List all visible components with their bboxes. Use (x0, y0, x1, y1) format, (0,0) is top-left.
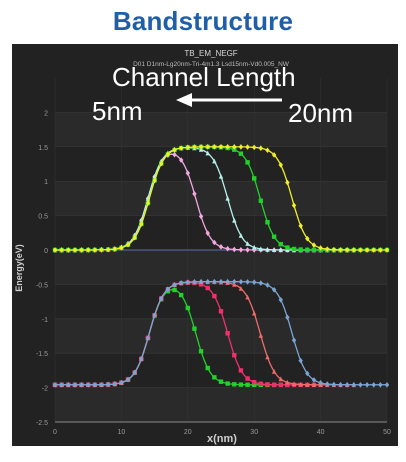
data-point (199, 349, 203, 353)
data-point (312, 377, 316, 383)
data-point (232, 382, 236, 386)
y-tick-label: 1.5 (38, 145, 48, 152)
data-point (385, 382, 389, 388)
data-point (239, 382, 243, 386)
data-point (252, 311, 256, 316)
y-tick-label: -1 (42, 317, 48, 324)
data-point (272, 234, 276, 238)
data-point (265, 354, 269, 359)
data-point (186, 306, 190, 310)
data-point (285, 245, 289, 249)
data-point (298, 223, 302, 229)
page-title: Bandstructure (0, 6, 406, 37)
x-tick-label: 0 (53, 429, 57, 436)
data-point (312, 248, 316, 252)
x-tick-label: 30 (250, 429, 258, 436)
data-point (265, 147, 269, 153)
data-point (245, 160, 249, 164)
annotation-20nm: 20nm (288, 98, 353, 128)
data-point (219, 379, 223, 383)
x-tick-label: 50 (383, 429, 391, 436)
data-point (232, 218, 236, 223)
x-tick-label: 10 (118, 429, 126, 436)
y-tick-label: 0.5 (38, 214, 48, 221)
grid-band (55, 181, 387, 215)
data-point (378, 382, 382, 388)
data-point (298, 247, 302, 251)
annotation-channel-length: Channel Length (112, 62, 296, 92)
data-point (225, 381, 229, 385)
data-point (312, 242, 316, 248)
y-tick-label: 0 (44, 248, 48, 255)
grid-band (55, 388, 387, 422)
data-point (265, 220, 269, 224)
data-point (192, 326, 196, 330)
data-point (365, 382, 369, 388)
data-point (358, 382, 362, 388)
data-point (219, 309, 223, 313)
data-point (292, 247, 296, 251)
grid-band (55, 319, 387, 353)
data-point (186, 170, 190, 176)
data-point (252, 176, 256, 180)
data-point (179, 293, 183, 297)
data-point (219, 244, 223, 250)
data-point (239, 368, 243, 372)
chart-title: TB_EM_NEGF (184, 49, 237, 58)
data-point (245, 376, 249, 380)
data-point (219, 174, 223, 179)
data-point (305, 248, 309, 252)
data-point (239, 151, 243, 155)
data-point (172, 288, 176, 292)
data-point (259, 382, 263, 386)
data-point (372, 382, 376, 388)
x-axis-label: x(nm) (207, 433, 237, 445)
y-tick-label: -1.5 (36, 351, 48, 358)
data-point (298, 358, 302, 364)
data-point (245, 383, 249, 387)
x-tick-label: 20 (184, 429, 192, 436)
y-tick-label: -0.5 (36, 282, 48, 289)
plot-frame: 2 1.5 1 0.5 0 -0.5 -1 -1.5 -2 -2.5 0 10 20 30 40 50 TB_… (12, 44, 398, 446)
data-point (259, 199, 263, 203)
data-point (206, 366, 210, 370)
data-point (232, 353, 236, 357)
data-point (212, 294, 216, 298)
data-point (279, 242, 283, 246)
y-tick-label: 1 (44, 179, 48, 186)
data-point (279, 383, 283, 387)
data-point (252, 380, 256, 384)
data-point (265, 382, 269, 386)
y-tick-label: 2 (44, 110, 48, 117)
y-tick-label: -2 (42, 386, 48, 393)
direction-arrow-head (176, 93, 192, 107)
direction-arrow (176, 93, 282, 107)
data-point (225, 331, 229, 335)
y-tick-label: -2.5 (36, 420, 48, 427)
data-point (212, 375, 216, 379)
x-tick-label: 40 (317, 429, 325, 436)
annotation-5nm: 5nm (92, 96, 143, 126)
bandstructure-chart: 2 1.5 1 0.5 0 -0.5 -1 -1.5 -2 -2.5 0 10 20 30 40 50 TB_… (12, 44, 398, 446)
y-axis-label: Energy(eV) (14, 244, 24, 292)
data-point (272, 382, 276, 386)
data-point (206, 286, 210, 290)
